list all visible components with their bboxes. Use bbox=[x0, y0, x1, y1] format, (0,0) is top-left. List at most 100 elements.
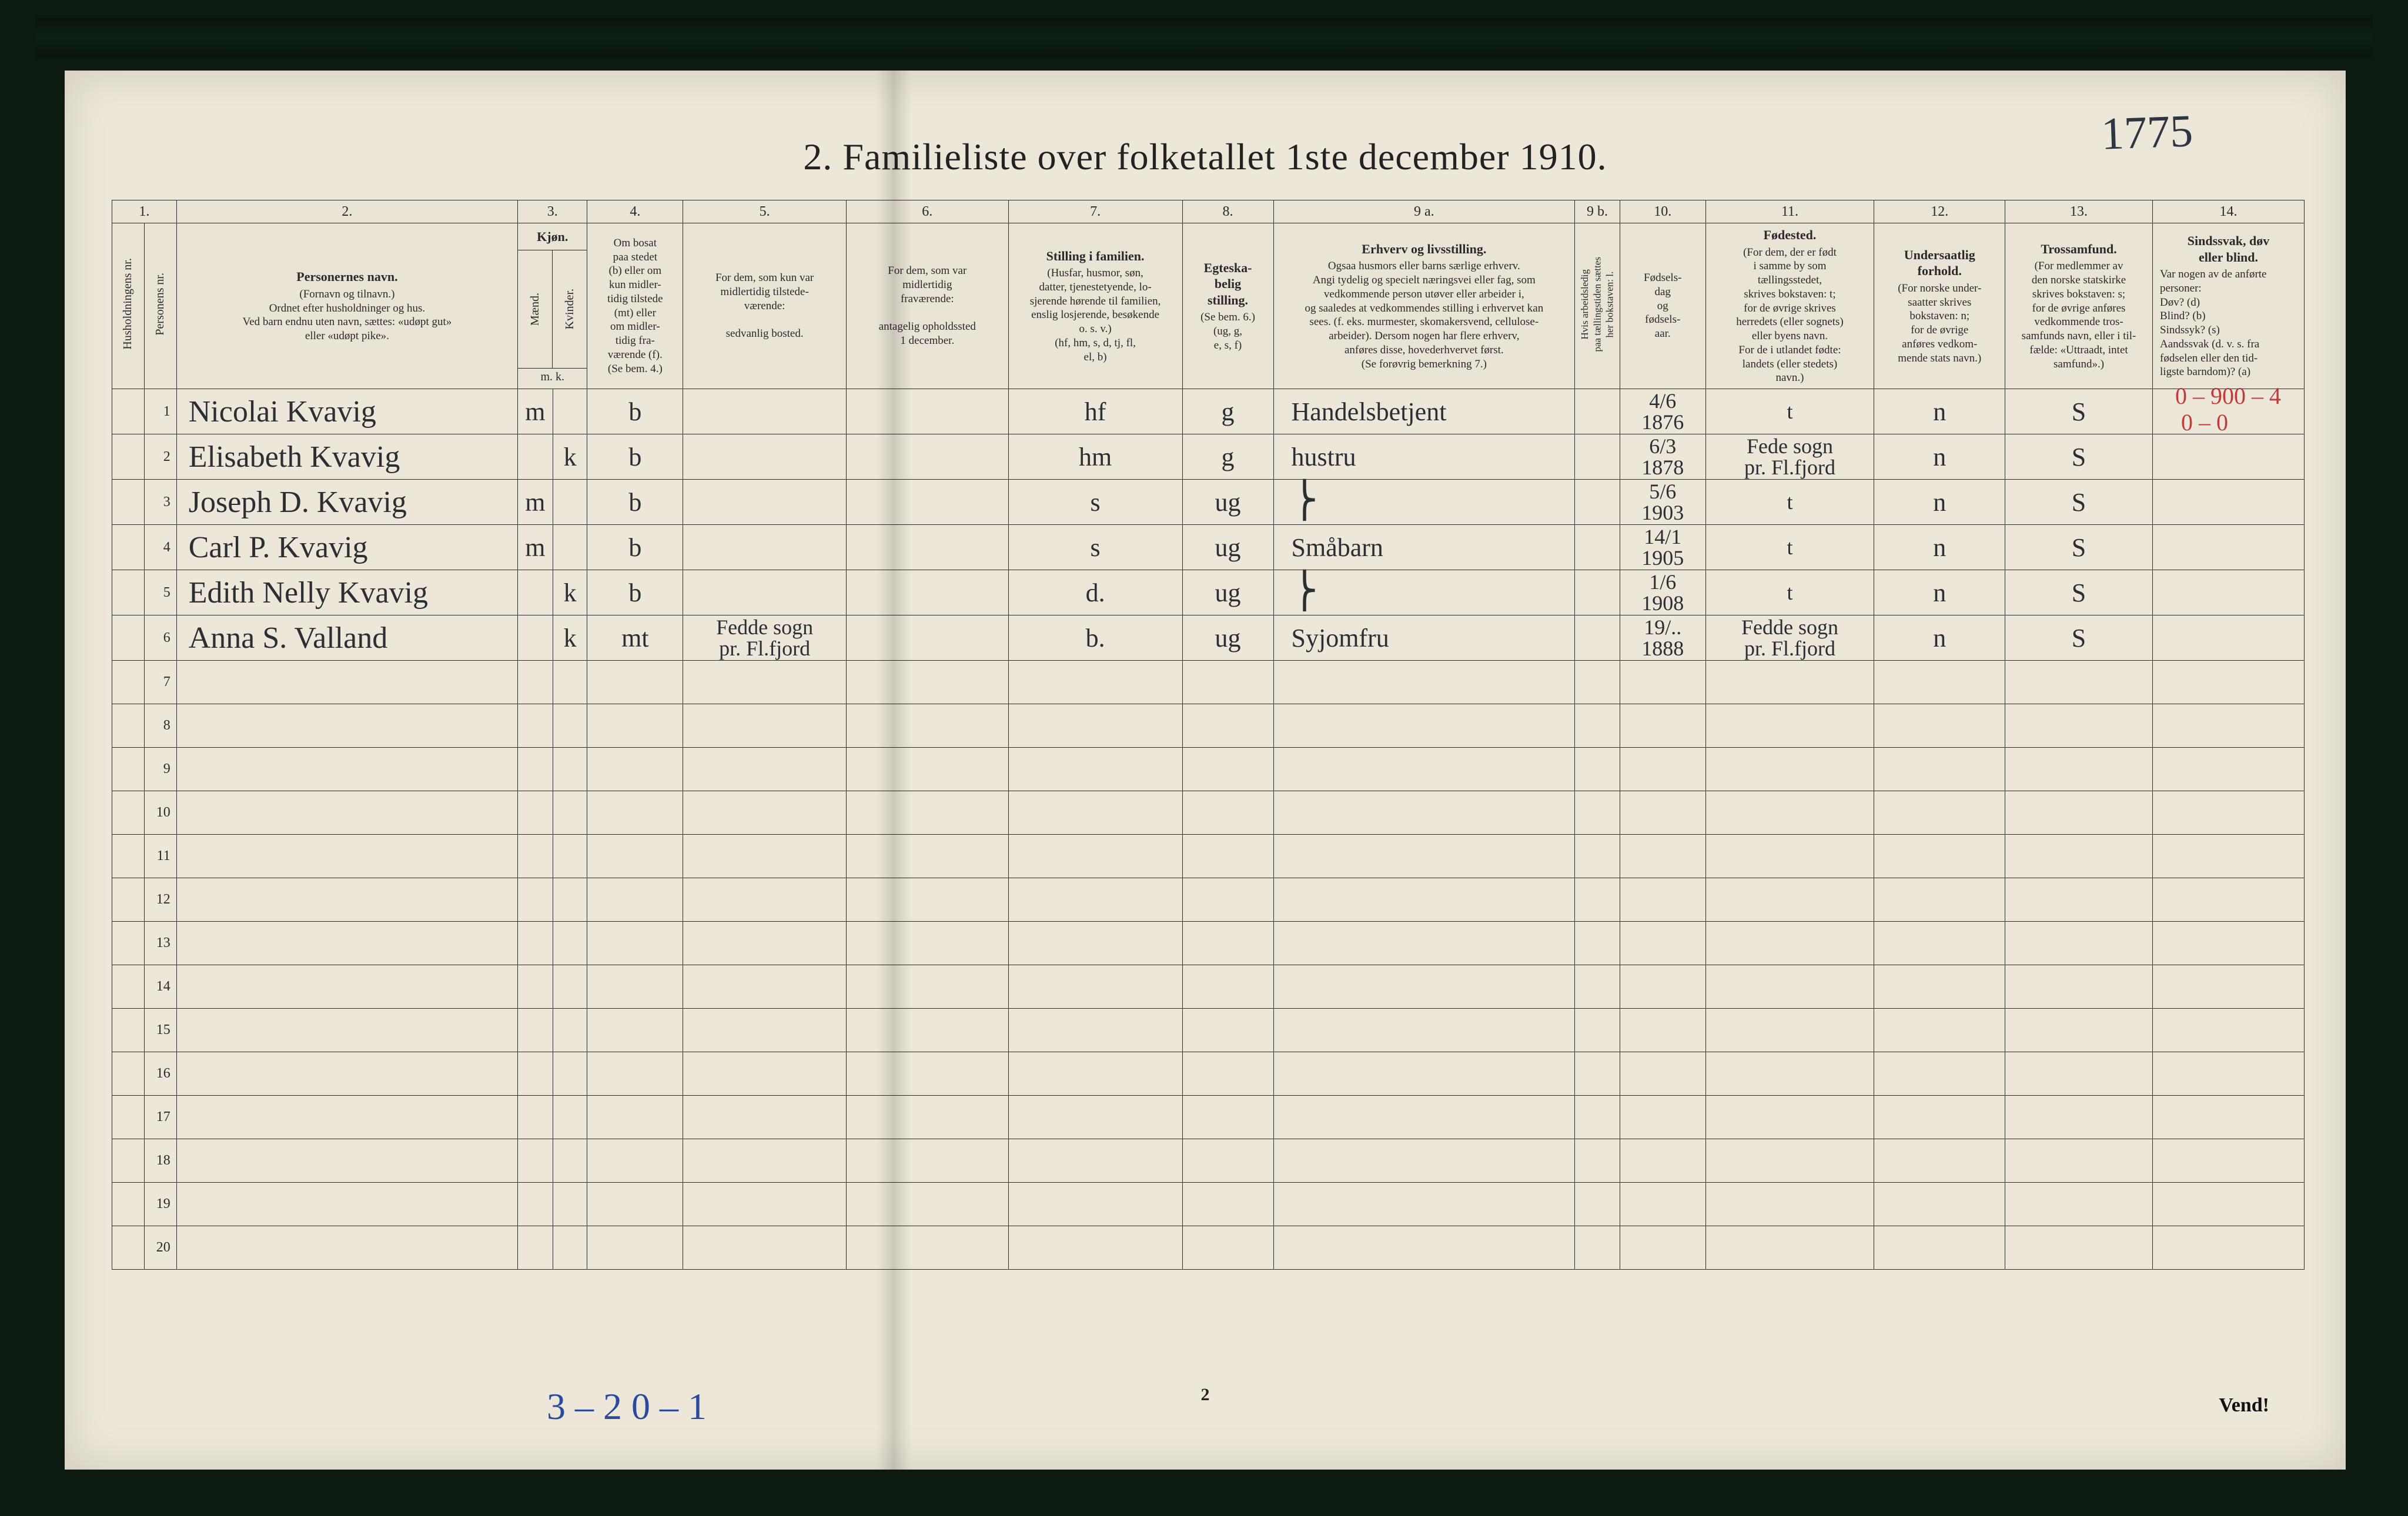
cell-nationality: n bbox=[1874, 615, 2005, 661]
cell-empty bbox=[553, 1009, 587, 1052]
cell-unemployed bbox=[1575, 389, 1620, 434]
cell-empty bbox=[587, 1096, 683, 1139]
cell-disability bbox=[2153, 570, 2305, 615]
cell-empty bbox=[1874, 922, 2005, 965]
cell-empty bbox=[1182, 835, 1273, 878]
cell-household-no bbox=[112, 480, 145, 525]
cell-empty bbox=[2153, 1052, 2305, 1096]
colnum-14: 14. bbox=[2153, 200, 2305, 223]
cell-household-no bbox=[112, 922, 145, 965]
cell-family-pos: s bbox=[1008, 480, 1182, 525]
cell-empty bbox=[1273, 1096, 1575, 1139]
cell-temp-present: Fedde sogn pr. Fl.fjord bbox=[683, 615, 847, 661]
cell-birthdate: 4/6 1876 bbox=[1620, 389, 1705, 434]
cell-empty bbox=[1874, 1052, 2005, 1096]
cell-empty bbox=[1182, 1139, 1273, 1183]
cell-empty bbox=[1273, 965, 1575, 1009]
cell-birthdate: 19/.. 1888 bbox=[1620, 615, 1705, 661]
cell-empty bbox=[683, 1009, 847, 1052]
hdr-family-position: Stilling i familien. (Husfar, husmor, sø… bbox=[1008, 223, 1182, 389]
cell-unemployed bbox=[1575, 434, 1620, 480]
cell-empty bbox=[518, 1052, 553, 1096]
hdr-religion: Trossamfund. (For medlemmer av den norsk… bbox=[2005, 223, 2153, 389]
cell-religion: S bbox=[2005, 434, 2153, 480]
cell-empty bbox=[1008, 835, 1182, 878]
table-row-empty: 14 bbox=[112, 965, 2305, 1009]
cell-empty bbox=[1874, 1139, 2005, 1183]
cell-empty bbox=[1705, 1052, 1874, 1096]
cell-empty bbox=[1008, 1009, 1182, 1052]
cell-empty bbox=[1575, 835, 1620, 878]
cell-occupation: ⎬ bbox=[1273, 480, 1575, 525]
cell-family-pos: hf bbox=[1008, 389, 1182, 434]
cell-family-pos: s bbox=[1008, 525, 1182, 570]
cell-empty bbox=[1575, 748, 1620, 791]
ledger-page: 2. Familieliste over folketallet 1ste de… bbox=[65, 71, 2346, 1470]
cell-empty bbox=[846, 1183, 1008, 1226]
cell-empty bbox=[1705, 1183, 1874, 1226]
cell-marital: ug bbox=[1182, 615, 1273, 661]
colnum-5: 5. bbox=[683, 200, 847, 223]
cell-empty bbox=[1273, 1139, 1575, 1183]
hdr-occupation: Erhverv og livsstilling. Ogsaa husmors e… bbox=[1273, 223, 1575, 389]
hdr-unemployed: Hvis arbeidsledig paa tællingstiden sætt… bbox=[1575, 223, 1620, 389]
cell-empty bbox=[1705, 704, 1874, 748]
cell-empty bbox=[587, 1226, 683, 1270]
cell-empty bbox=[176, 965, 517, 1009]
cell-temp-absent bbox=[846, 434, 1008, 480]
cell-empty bbox=[1620, 748, 1705, 791]
cell-household-no bbox=[112, 791, 145, 835]
cell-empty bbox=[176, 1139, 517, 1183]
cell-marital: g bbox=[1182, 389, 1273, 434]
cell-birthplace: t bbox=[1705, 570, 1874, 615]
table-row-empty: 20 bbox=[112, 1226, 2305, 1270]
cell-empty bbox=[2005, 748, 2153, 791]
hdr-disability: Sindssvak, døv eller blind. Var nogen av… bbox=[2153, 223, 2305, 389]
cell-empty bbox=[2005, 704, 2153, 748]
cell-empty bbox=[1575, 1226, 1620, 1270]
cell-empty bbox=[176, 1009, 517, 1052]
cell-empty bbox=[2153, 661, 2305, 704]
cell-empty bbox=[1874, 1096, 2005, 1139]
cell-family-pos: d. bbox=[1008, 570, 1182, 615]
cell-empty bbox=[1575, 1183, 1620, 1226]
cell-empty bbox=[553, 748, 587, 791]
cell-empty bbox=[176, 661, 517, 704]
table-row-empty: 10 bbox=[112, 791, 2305, 835]
colnum-9a: 9 a. bbox=[1273, 200, 1575, 223]
cell-empty bbox=[1874, 878, 2005, 922]
cell-empty bbox=[587, 835, 683, 878]
cell-residence: b bbox=[587, 480, 683, 525]
cell-empty bbox=[1705, 835, 1874, 878]
cell-occupation: hustru bbox=[1273, 434, 1575, 480]
cell-empty bbox=[846, 965, 1008, 1009]
cell-person-no: 10 bbox=[144, 791, 176, 835]
cell-empty bbox=[683, 748, 847, 791]
cell-person-no: 1 bbox=[144, 389, 176, 434]
cell-empty bbox=[176, 922, 517, 965]
cell-family-pos: hm bbox=[1008, 434, 1182, 480]
cell-empty bbox=[1874, 965, 2005, 1009]
cell-sex-m: m bbox=[518, 480, 553, 525]
cell-person-no: 4 bbox=[144, 525, 176, 570]
cell-empty bbox=[1620, 1009, 1705, 1052]
binder-top-bar bbox=[35, 18, 2373, 59]
table-row: 5Edith Nelly Kvavigkbd.ug⎬1/6 1908tnS bbox=[112, 570, 2305, 615]
cell-sex-m: m bbox=[518, 389, 553, 434]
table-row: 1Nicolai KvavigmbhfgHandelsbetjent4/6 18… bbox=[112, 389, 2305, 434]
hdr-temp-absent: For dem, som var midlertidig fraværende:… bbox=[846, 223, 1008, 389]
cell-empty bbox=[1620, 835, 1705, 878]
cell-residence: b bbox=[587, 434, 683, 480]
cell-empty bbox=[587, 704, 683, 748]
colnum-10: 10. bbox=[1620, 200, 1705, 223]
cell-empty bbox=[587, 1052, 683, 1096]
colnum-9b: 9 b. bbox=[1575, 200, 1620, 223]
cell-empty bbox=[1620, 704, 1705, 748]
cell-household-no bbox=[112, 965, 145, 1009]
cell-empty bbox=[1874, 1183, 2005, 1226]
cell-empty bbox=[1008, 1139, 1182, 1183]
table-row-empty: 11 bbox=[112, 835, 2305, 878]
cell-empty bbox=[1705, 922, 1874, 965]
cell-empty bbox=[1705, 748, 1874, 791]
cell-sex-k bbox=[553, 525, 587, 570]
